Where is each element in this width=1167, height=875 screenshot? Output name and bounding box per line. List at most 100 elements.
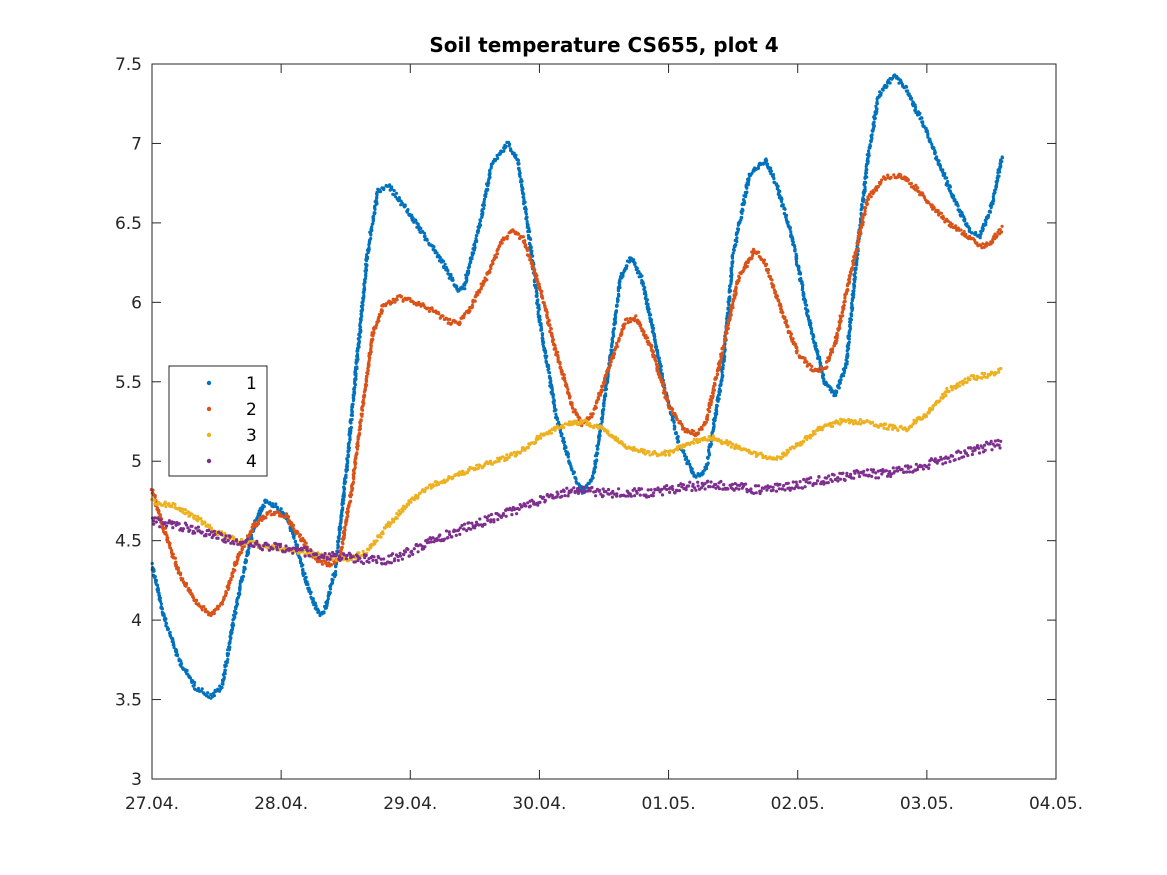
- data-point: [220, 685, 224, 690]
- data-point: [726, 326, 731, 331]
- data-point: [732, 248, 736, 252]
- data-point: [366, 255, 370, 259]
- data-point: [987, 213, 991, 217]
- data-point: [233, 611, 237, 615]
- data-point: [228, 641, 232, 645]
- data-point: [188, 514, 192, 518]
- data-point: [649, 318, 654, 322]
- data-point: [734, 443, 738, 447]
- data-point: [690, 467, 694, 471]
- data-point: [337, 534, 341, 539]
- data-point: [504, 144, 508, 148]
- data-point: [535, 300, 539, 304]
- data-point: [706, 438, 710, 442]
- data-point: [783, 207, 787, 211]
- data-point: [173, 502, 177, 506]
- data-point: [604, 387, 608, 392]
- data-point: [248, 531, 252, 536]
- data-point: [498, 243, 502, 247]
- data-point: [600, 425, 604, 429]
- data-point: [835, 338, 839, 343]
- data-point: [291, 523, 296, 527]
- data-point: [441, 314, 445, 318]
- data-point: [508, 142, 512, 146]
- data-point: [514, 153, 518, 157]
- data-point: [521, 195, 525, 199]
- data-point: [567, 420, 572, 424]
- data-point: [359, 309, 363, 313]
- data-point: [477, 466, 481, 470]
- data-point: [737, 279, 741, 283]
- data-point: [784, 216, 788, 220]
- data-point: [404, 505, 408, 509]
- data-point: [562, 378, 567, 382]
- data-point: [390, 187, 394, 191]
- data-point: [860, 219, 865, 223]
- data-point: [601, 412, 605, 416]
- data-point: [574, 477, 578, 481]
- data-point: [735, 231, 739, 236]
- data-point: [470, 303, 474, 307]
- data-point: [766, 267, 770, 272]
- data-point: [470, 466, 474, 470]
- data-point: [888, 81, 892, 85]
- data-point: [643, 290, 648, 294]
- data-point: [734, 291, 738, 295]
- data-point: [361, 303, 365, 307]
- data-point: [984, 223, 988, 227]
- data-point: [193, 680, 197, 685]
- data-point: [848, 323, 852, 327]
- data-point: [341, 498, 346, 502]
- data-point: [340, 506, 345, 510]
- data-point: [199, 517, 203, 521]
- data-point: [357, 339, 361, 343]
- data-point: [356, 441, 360, 445]
- data-point: [392, 189, 396, 193]
- data-point: [856, 236, 860, 240]
- data-point: [535, 294, 539, 298]
- points-layer: [149, 73, 1005, 700]
- data-point: [548, 371, 552, 375]
- data-point: [795, 254, 799, 258]
- data-point: [251, 539, 255, 544]
- data-point: [490, 462, 494, 466]
- data-point: [352, 475, 356, 479]
- data-point: [794, 257, 798, 261]
- data-point: [585, 419, 589, 424]
- data-point: [590, 415, 594, 419]
- data-point: [438, 255, 442, 259]
- data-point: [520, 179, 524, 183]
- data-point: [672, 424, 676, 428]
- data-point: [222, 596, 226, 601]
- data-point: [347, 440, 351, 444]
- data-point: [736, 227, 741, 231]
- data-point: [995, 183, 999, 187]
- data-point: [545, 310, 549, 314]
- series-2-points: [149, 172, 1004, 618]
- data-point: [564, 445, 568, 449]
- data-point: [852, 273, 857, 277]
- data-point: [351, 480, 355, 484]
- data-point: [618, 286, 622, 290]
- data-point: [783, 315, 787, 320]
- data-point: [517, 162, 521, 166]
- data-point: [459, 472, 463, 476]
- data-point: [737, 276, 742, 280]
- data-point: [869, 140, 873, 144]
- data-point: [914, 183, 918, 187]
- data-point: [478, 222, 482, 226]
- data-point: [872, 120, 876, 125]
- data-point: [476, 228, 480, 232]
- data-point: [369, 545, 373, 549]
- data-point: [788, 227, 792, 231]
- data-point: [338, 531, 342, 535]
- data-point: [866, 149, 871, 153]
- data-point: [358, 426, 362, 430]
- data-point: [262, 504, 266, 509]
- data-point: [361, 549, 365, 554]
- data-point: [850, 266, 854, 270]
- data-point: [715, 373, 720, 377]
- data-point: [354, 365, 358, 369]
- data-point: [775, 457, 779, 461]
- data-point: [458, 470, 462, 474]
